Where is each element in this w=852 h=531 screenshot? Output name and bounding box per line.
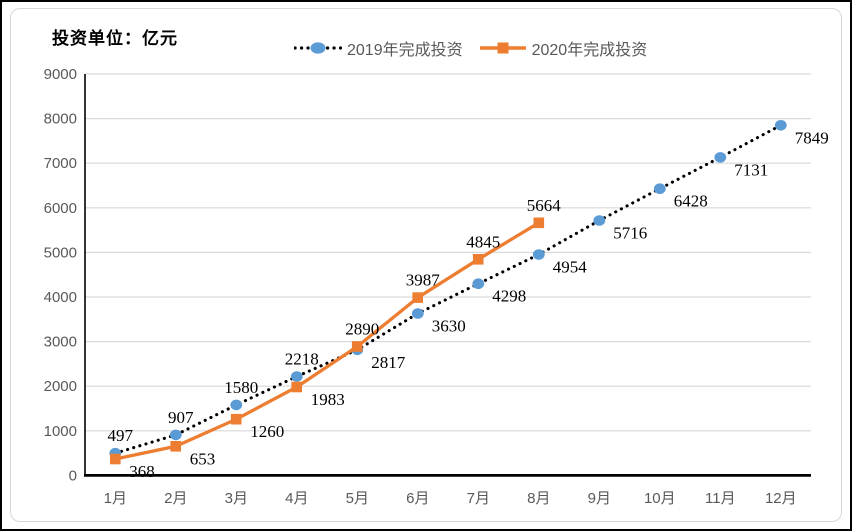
data-point-marker [472, 254, 484, 265]
y-axis-tick-label: 1000 [44, 423, 77, 440]
data-point-marker [532, 249, 545, 260]
data-point-marker [653, 183, 666, 194]
y-axis-tick-label: 2000 [44, 378, 77, 395]
data-point-marker [170, 441, 181, 452]
x-axis-tick-label: 1月 [104, 490, 127, 507]
y-axis-tick-label: 0 [69, 467, 77, 484]
data-point-label: 4298 [492, 287, 526, 306]
data-point-label: 6428 [674, 192, 708, 211]
data-point-label: 497 [108, 426, 134, 445]
data-point-label: 4954 [553, 258, 588, 277]
data-point-marker [774, 120, 787, 131]
data-point-marker [230, 413, 242, 425]
data-point-marker [714, 152, 727, 163]
data-point-label: 7131 [734, 160, 768, 179]
x-axis-tick-label: 8月 [527, 490, 550, 507]
x-axis-tick-label: 3月 [225, 490, 248, 507]
data-point-label: 1580 [224, 378, 258, 397]
x-axis-tick-label: 11月 [705, 490, 736, 507]
data-point-marker [533, 217, 545, 229]
chart-area-border [10, 8, 842, 522]
y-axis-tick-label: 3000 [44, 334, 77, 351]
data-point-marker [351, 341, 363, 352]
y-axis-tick-label: 4000 [44, 289, 77, 306]
y-axis-tick-label: 9000 [44, 66, 77, 83]
data-point-label: 5716 [613, 224, 647, 243]
x-axis-tick-label: 5月 [346, 490, 369, 507]
data-point-label: 5664 [527, 196, 562, 215]
legend-item-2020: 2020年完成投资 [479, 36, 648, 60]
unit-label: 投资单位：亿元 [52, 29, 178, 48]
x-axis-tick-label: 10月 [644, 490, 676, 507]
data-point-marker [291, 381, 302, 393]
data-point-label: 2890 [345, 320, 379, 339]
data-point-marker [290, 371, 303, 382]
y-axis-tick-label: 8000 [44, 111, 77, 128]
data-point-marker [110, 453, 121, 465]
data-point-marker [411, 308, 424, 319]
y-axis-tick-label: 5000 [44, 244, 77, 261]
data-point-label: 368 [129, 462, 155, 481]
x-axis-tick-label: 12月 [765, 490, 797, 507]
dotted-line-circle-marker-icon [294, 41, 342, 55]
x-axis-tick-label: 4月 [285, 490, 308, 507]
x-axis-tick-label: 6月 [406, 490, 429, 507]
solid-line-square-marker-icon [479, 41, 527, 55]
data-point-marker [472, 278, 485, 290]
data-point-label: 4845 [466, 232, 500, 251]
data-point-label: 2218 [285, 350, 319, 369]
x-axis-tick-label: 7月 [467, 490, 490, 507]
data-point-marker [593, 215, 606, 226]
legend-label-2020: 2020年完成投资 [531, 42, 648, 59]
legend-item-2019: 2019年完成投资 [294, 36, 463, 60]
data-point-label: 3987 [406, 271, 441, 290]
data-point-marker [169, 429, 182, 441]
data-point-label: 907 [168, 408, 194, 427]
x-axis-tick-label: 2月 [164, 490, 187, 507]
data-point-label: 3630 [432, 317, 466, 336]
data-point-label: 653 [190, 449, 216, 468]
y-axis-tick-label: 6000 [44, 200, 77, 217]
data-point-label: 1983 [311, 390, 345, 409]
series-line-0 [113, 123, 783, 455]
legend: 2019年完成投资 2020年完成投资 [294, 36, 647, 60]
series-line-1 [114, 221, 540, 461]
x-axis-tick-label: 9月 [588, 490, 611, 507]
data-point-label: 1260 [250, 422, 284, 441]
data-point-label: 7849 [795, 128, 829, 147]
legend-label-2019: 2019年完成投资 [347, 42, 463, 59]
data-point-marker [230, 399, 243, 411]
data-point-label: 2817 [371, 353, 406, 372]
data-point-marker [412, 292, 423, 303]
y-axis-tick-label: 7000 [44, 155, 77, 172]
